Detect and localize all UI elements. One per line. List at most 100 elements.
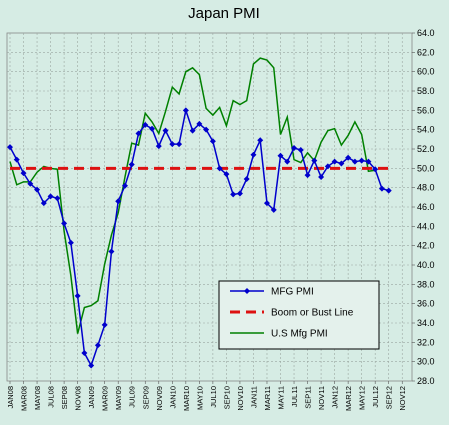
data-point-mfg-pmi [7, 144, 13, 151]
data-point-mfg-pmi [345, 154, 352, 161]
data-point-mfg-pmi [149, 125, 156, 132]
data-point-mfg-pmi [263, 200, 270, 207]
x-tick-label: NOV09 [155, 386, 164, 411]
data-point-mfg-pmi [176, 141, 183, 148]
x-tick-label: JUL10 [209, 386, 218, 408]
data-point-mfg-pmi [40, 200, 47, 207]
legend-item-mfg-pmi: MFG PMI [230, 287, 314, 298]
legend: MFG PMI Boom or Bust Line U.S Mfg PMI [218, 280, 380, 350]
x-tick-label: JUL09 [128, 386, 137, 408]
x-tick-label: SEP12 [385, 386, 394, 409]
legend-label-boom-or-bust: Boom or Bust Line [271, 308, 354, 319]
y-tick-label: 64.0 [417, 28, 435, 38]
data-point-mfg-pmi [67, 239, 74, 246]
x-tick-label: MAY09 [114, 386, 123, 410]
data-point-mfg-pmi [257, 137, 264, 144]
y-tick-label: 42.0 [417, 241, 435, 251]
y-tick-label: 38.0 [417, 279, 435, 289]
x-tick-label: SEP10 [222, 386, 231, 409]
data-point-mfg-pmi [358, 157, 365, 164]
data-point-mfg-pmi [243, 175, 250, 182]
x-tick-label: JUL12 [371, 386, 380, 408]
data-point-mfg-pmi [155, 143, 162, 150]
y-axis: 28.0 30.0 32.0 34.0 36.0 38.0 40.0 42.0 44.0 46.0… [412, 28, 435, 386]
y-tick-label: 56.0 [417, 105, 435, 115]
data-point-mfg-pmi [61, 220, 68, 227]
data-point-mfg-pmi [74, 292, 81, 299]
x-tick-label: NOV10 [236, 386, 245, 411]
data-point-mfg-pmi [142, 121, 149, 128]
data-point-mfg-pmi [169, 141, 176, 148]
legend-label-mfg-pmi: MFG PMI [271, 287, 314, 298]
y-tick-label: 52.0 [417, 144, 435, 154]
data-point-mfg-pmi [13, 156, 20, 163]
data-point-mfg-pmi [27, 180, 34, 187]
data-point-mfg-pmi [20, 170, 27, 177]
data-point-mfg-pmi [182, 107, 189, 114]
x-tick-label: MAY08 [33, 386, 42, 410]
y-tick-label: 48.0 [417, 183, 435, 193]
y-tick-label: 28.0 [417, 376, 435, 386]
data-point-mfg-pmi [372, 166, 379, 173]
data-point-mfg-pmi [378, 185, 385, 192]
data-point-mfg-pmi [196, 120, 203, 127]
y-tick-label: 30.0 [417, 357, 435, 367]
data-point-mfg-pmi [135, 130, 142, 137]
x-tick-label: MAR11 [263, 386, 272, 410]
x-tick-label: JAN08 [6, 386, 15, 409]
data-point-mfg-pmi [318, 174, 325, 181]
y-tick-label: 60.0 [417, 67, 435, 77]
data-point-mfg-pmi [216, 165, 223, 172]
y-tick-label: 44.0 [417, 221, 435, 231]
data-point-mfg-pmi [304, 172, 311, 179]
x-tick-label: NOV08 [74, 386, 83, 411]
y-tick-label: 36.0 [417, 299, 435, 309]
y-tick-label: 62.0 [417, 47, 435, 57]
data-point-mfg-pmi [203, 126, 210, 133]
data-point-mfg-pmi [223, 171, 230, 178]
y-tick-label: 50.0 [417, 163, 435, 173]
x-tick-label: MAY10 [195, 386, 204, 410]
x-tick-label: JAN09 [87, 386, 96, 409]
y-tick-label: 40.0 [417, 260, 435, 270]
legend-label-us-mfg-pmi: U.S Mfg PMI [271, 329, 328, 340]
data-point-mfg-pmi [94, 342, 101, 349]
y-tick-label: 32.0 [417, 337, 435, 347]
x-tick-label: MAY12 [358, 386, 367, 410]
x-tick-label: MAR09 [101, 386, 110, 411]
x-tick-label: SEP11 [304, 386, 313, 409]
data-point-mfg-pmi [365, 158, 372, 165]
data-point-mfg-pmi [47, 193, 54, 200]
data-point-mfg-pmi [311, 157, 318, 164]
data-point-mfg-pmi [108, 248, 115, 255]
x-tick-label: MAY11 [277, 386, 286, 409]
data-point-mfg-pmi [297, 146, 304, 153]
x-tick-label: JAN11 [249, 386, 258, 408]
data-point-mfg-pmi [331, 158, 338, 165]
x-axis: JAN08 MAR08 MAY08 JUL08 SEP08 NOV08 JAN09 MAR09… [6, 381, 407, 411]
data-point-mfg-pmi [34, 186, 41, 193]
data-point-mfg-pmi [291, 145, 298, 152]
data-point-mfg-pmi [236, 190, 243, 197]
data-point-mfg-pmi [351, 158, 358, 165]
data-point-mfg-pmi [88, 362, 95, 369]
data-point-mfg-pmi [121, 182, 128, 189]
x-tick-label: MAR10 [182, 386, 191, 411]
data-point-mfg-pmi [385, 187, 392, 194]
x-tick-label: NOV11 [317, 386, 326, 410]
data-point-mfg-pmi [128, 161, 135, 168]
data-point-mfg-pmi [189, 127, 196, 134]
data-point-mfg-pmi [101, 321, 108, 328]
x-tick-label: NOV12 [398, 386, 407, 411]
data-point-mfg-pmi [250, 151, 257, 158]
x-tick-label: SEP09 [141, 386, 150, 409]
x-tick-label: SEP08 [60, 386, 69, 409]
data-point-mfg-pmi [162, 127, 169, 134]
y-tick-label: 54.0 [417, 125, 435, 135]
data-point-mfg-pmi [81, 349, 88, 356]
y-tick-label: 34.0 [417, 318, 435, 328]
data-point-mfg-pmi [284, 158, 291, 165]
x-tick-label: JAN12 [331, 386, 340, 409]
legend-item-us-mfg-pmi: U.S Mfg PMI [230, 329, 328, 340]
